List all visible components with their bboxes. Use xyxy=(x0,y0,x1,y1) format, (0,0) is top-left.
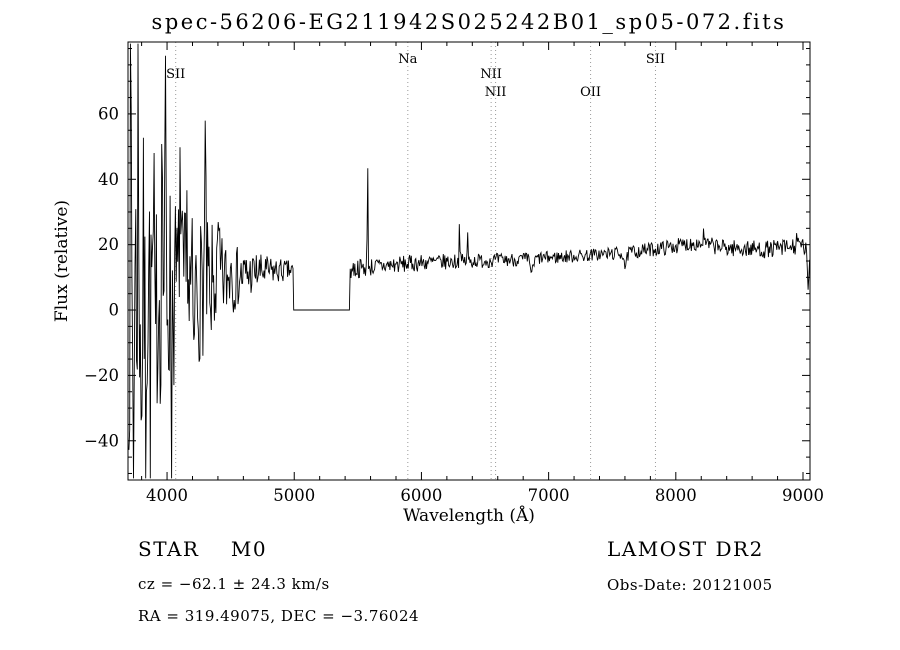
spectral-line-label: SII xyxy=(166,67,185,82)
spectral-line-label: Na xyxy=(398,52,417,67)
x-tick-label: 7000 xyxy=(528,486,570,505)
plot-frame xyxy=(127,41,811,481)
cz-velocity-label: cz = −62.1 ± 24.3 km/s xyxy=(138,575,330,593)
spectral-line-label: OII xyxy=(580,85,601,100)
y-axis-label: Flux (relative) xyxy=(52,199,72,323)
y-tick-label: −20 xyxy=(84,366,119,385)
y-tick-label: 0 xyxy=(109,301,120,320)
x-tick-label: 8000 xyxy=(655,486,697,505)
y-tick-label: 20 xyxy=(98,235,119,254)
x-tick-label: 4000 xyxy=(146,486,188,505)
x-tick-label: 5000 xyxy=(273,486,315,505)
spectrum-trace xyxy=(128,43,811,479)
x-tick-label: 6000 xyxy=(400,486,442,505)
y-tick-label: 40 xyxy=(98,170,119,189)
y-tick-label: −40 xyxy=(84,431,119,450)
y-tick-label: 60 xyxy=(98,104,119,123)
plot-title: spec-56206-EG211942S025242B01_sp05-072.f… xyxy=(151,10,787,34)
spectral-line-label: NII xyxy=(480,67,502,82)
spectral-line-label: SII xyxy=(646,52,665,67)
obs-date-label: Obs-Date: 20121005 xyxy=(607,576,773,594)
ra-dec-label: RA = 319.49075, DEC = −3.76024 xyxy=(138,607,420,625)
x-tick-label: 9000 xyxy=(782,486,824,505)
x-axis-label: Wavelength (Å) xyxy=(403,506,535,526)
spectral-line-label: NII xyxy=(485,85,507,100)
object-class-label: STAR M0 xyxy=(138,537,268,561)
survey-label: LAMOST DR2 xyxy=(607,537,764,561)
